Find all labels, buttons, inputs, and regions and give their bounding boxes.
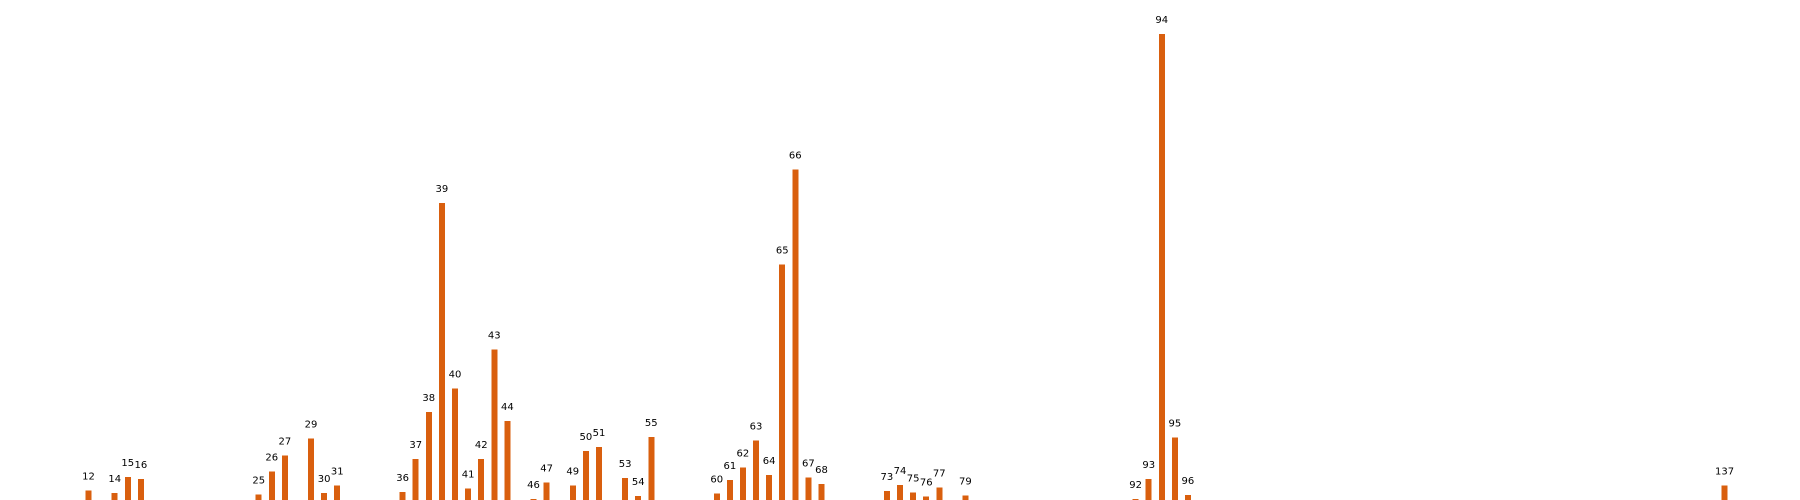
- bar-label-40: 40: [449, 370, 462, 381]
- bar-27: [281, 455, 288, 500]
- bar-77: [936, 487, 943, 500]
- bar-36: [399, 492, 406, 500]
- bar-label-53: 53: [619, 459, 632, 470]
- bar-label-14: 14: [108, 474, 121, 485]
- bar-label-75: 75: [907, 474, 920, 485]
- bar-label-65: 65: [776, 245, 789, 256]
- bar-label-37: 37: [409, 440, 422, 451]
- bar-label-27: 27: [279, 436, 292, 447]
- bar-label-62: 62: [737, 449, 750, 460]
- bar-label-51: 51: [593, 428, 606, 439]
- bar-label-93: 93: [1142, 460, 1155, 471]
- bar-14: [111, 493, 118, 500]
- bar-label-76: 76: [920, 478, 933, 489]
- bar-94: [1158, 33, 1165, 500]
- bar-54: [635, 496, 642, 500]
- bar-66: [792, 169, 799, 500]
- bar-68: [818, 484, 825, 500]
- bar-30: [321, 492, 328, 500]
- bar-67: [805, 477, 812, 500]
- bar-74: [897, 485, 903, 500]
- bar-76: [923, 496, 930, 500]
- bar-label-29: 29: [305, 419, 318, 430]
- bar-label-41: 41: [462, 470, 475, 481]
- bar-16: [137, 479, 144, 500]
- bar-51: [596, 446, 602, 500]
- bar-label-60: 60: [710, 474, 723, 485]
- bar-29: [308, 438, 314, 500]
- bar-label-44: 44: [501, 402, 514, 413]
- bar-label-92: 92: [1129, 480, 1142, 491]
- bar-38: [425, 412, 432, 500]
- bar-label-95: 95: [1169, 419, 1182, 430]
- bar-label-96: 96: [1182, 476, 1195, 487]
- bar-15: [124, 476, 131, 500]
- bar-label-26: 26: [265, 453, 278, 464]
- bar-label-49: 49: [566, 467, 579, 478]
- bar-40: [452, 388, 458, 500]
- bar-label-16: 16: [135, 460, 148, 471]
- bar-73: [883, 491, 890, 500]
- bar-label-68: 68: [815, 465, 828, 476]
- bar-label-67: 67: [802, 459, 815, 470]
- bar-137: [1721, 485, 1728, 500]
- bar-96: [1184, 495, 1191, 500]
- bar-62: [739, 467, 746, 500]
- bar-label-55: 55: [645, 418, 658, 429]
- bar-label-39: 39: [436, 184, 449, 195]
- bar-60: [713, 493, 720, 500]
- bar-55: [648, 437, 655, 500]
- bar-label-54: 54: [632, 477, 645, 488]
- bar-47: [543, 482, 550, 500]
- bar-95: [1171, 437, 1178, 500]
- bar-25: [255, 494, 262, 500]
- bar-label-137: 137: [1715, 467, 1734, 478]
- bar-64: [766, 475, 773, 500]
- bar-53: [622, 477, 629, 500]
- bar-61: [726, 479, 733, 500]
- bar-label-73: 73: [881, 472, 894, 483]
- bar-label-12: 12: [82, 472, 95, 483]
- bar-93: [1145, 478, 1152, 500]
- bar-label-25: 25: [252, 476, 265, 487]
- bar-label-36: 36: [396, 473, 409, 484]
- bar-label-64: 64: [763, 456, 776, 467]
- bar-label-31: 31: [331, 467, 344, 478]
- bar-79: [962, 495, 969, 500]
- bar-26: [268, 471, 275, 500]
- bar-label-74: 74: [894, 466, 907, 477]
- bar-39: [438, 202, 445, 500]
- bar-43: [491, 349, 498, 500]
- bar-label-94: 94: [1155, 15, 1168, 26]
- bar-46: [530, 498, 537, 500]
- bar-50: [582, 451, 589, 500]
- bar-label-63: 63: [750, 421, 763, 432]
- bar-label-15: 15: [121, 458, 134, 469]
- bar-65: [779, 264, 786, 500]
- bar-label-30: 30: [318, 474, 331, 485]
- bar-label-46: 46: [527, 480, 540, 491]
- bar-label-77: 77: [933, 468, 946, 479]
- bars-group: [85, 33, 1728, 500]
- bar-label-43: 43: [488, 330, 501, 341]
- bar-label-42: 42: [475, 440, 488, 451]
- bar-42: [478, 459, 485, 500]
- bar-label-38: 38: [422, 393, 435, 404]
- bar-37: [412, 459, 419, 500]
- bar-label-61: 61: [724, 461, 737, 472]
- bar-44: [504, 421, 511, 500]
- bar-label-66: 66: [789, 150, 802, 161]
- bar-31: [334, 485, 341, 500]
- bar-63: [753, 440, 759, 500]
- bar-12: [85, 490, 92, 500]
- bar-label-79: 79: [959, 476, 972, 487]
- bar-label-47: 47: [540, 463, 553, 474]
- bar-49: [569, 485, 576, 500]
- bar-75: [910, 492, 917, 500]
- bar-label-50: 50: [580, 432, 593, 443]
- bar-41: [465, 488, 472, 500]
